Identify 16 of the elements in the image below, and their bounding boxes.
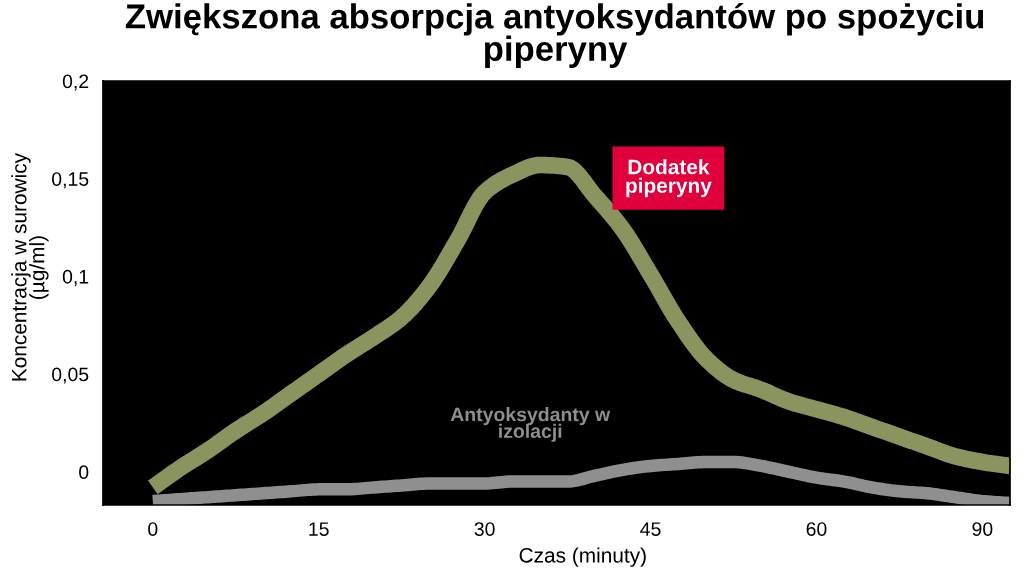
- x-tick-label: 0: [148, 522, 158, 536]
- x-tick-label: 30: [474, 522, 495, 536]
- x-axis-title: Czas (minuty): [519, 547, 646, 567]
- x-tick-label: 15: [309, 522, 329, 536]
- y-tick-label: 0: [79, 465, 89, 480]
- y-tick-label: 0,15: [52, 172, 89, 189]
- x-tick-label: 60: [806, 522, 827, 536]
- x-tick-label: 90: [972, 522, 993, 536]
- y-axis-title: Koncentracja w surowicy (µg/ml): [11, 152, 49, 381]
- series-label: Antyoksydanty w izolacji: [450, 407, 611, 442]
- y-tick-label: 0,05: [52, 367, 89, 384]
- series-label: Dodatek piperyny: [626, 159, 712, 198]
- chart-title: Zwiększona absorpcja antyoksydantów po spożyciu piperyny: [125, 2, 984, 68]
- x-tick-label: 45: [640, 522, 661, 536]
- y-tick-label: 0,2: [62, 74, 89, 91]
- y-tick-label: 0,1: [62, 269, 89, 286]
